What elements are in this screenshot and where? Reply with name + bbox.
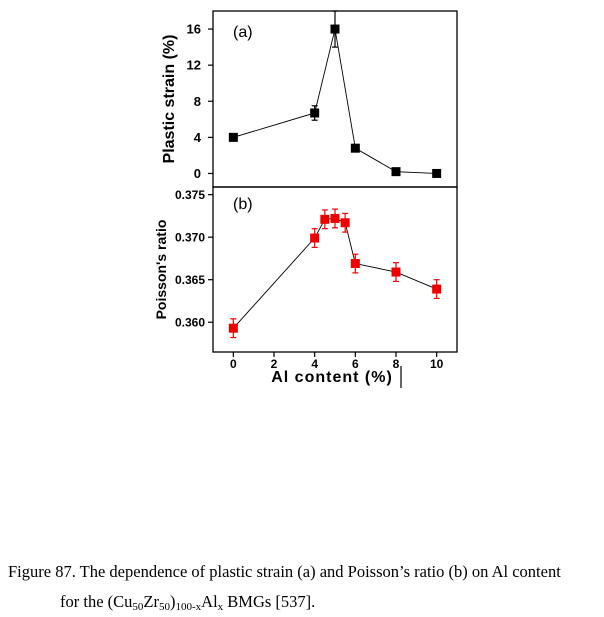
y-axis-label: Poisson's ratio xyxy=(153,220,169,320)
caption-text: BMGs [537]. xyxy=(223,592,316,611)
data-point xyxy=(391,167,401,177)
panel-label: (b) xyxy=(233,196,253,213)
data-point xyxy=(350,143,360,153)
series-line xyxy=(232,218,437,329)
caption-sub: 50 xyxy=(158,601,170,613)
caption-text: Al xyxy=(201,592,218,611)
y-axis-label: Plastic strain (%) xyxy=(161,35,178,164)
data-point xyxy=(310,108,320,118)
data-point xyxy=(228,132,238,142)
data-point xyxy=(228,323,238,333)
panel-label: (a) xyxy=(233,24,253,41)
caption-line-1: Figure 87. The dependence of plastic str… xyxy=(8,562,561,581)
data-point xyxy=(391,267,401,277)
y-tick-label: 0.360 xyxy=(175,316,205,330)
y-tick-label: 12 xyxy=(187,58,201,73)
y-tick-label: 0.365 xyxy=(175,273,205,287)
y-tick-label: 8 xyxy=(194,94,201,109)
caption-text: ) xyxy=(169,592,176,611)
x-axis-label: Al content (%) xyxy=(271,369,393,386)
y-tick-label: 0.370 xyxy=(175,231,205,245)
x-tick-label: 0 xyxy=(230,357,237,371)
caption-sub: 100-x xyxy=(175,601,202,613)
caption-line-2: for the (Cu50Zr50)100-xAlx BMGs [537]. xyxy=(60,592,316,613)
data-point xyxy=(320,214,330,224)
plot-frame xyxy=(212,186,458,353)
x-tick-label: 4 xyxy=(311,357,318,371)
caption-text: Zr xyxy=(143,592,159,611)
caption-sub: x xyxy=(217,601,224,613)
y-tick-label: 0.375 xyxy=(175,188,205,202)
data-point xyxy=(350,259,360,269)
data-point xyxy=(330,24,340,34)
x-tick-label: 8 xyxy=(393,357,400,371)
data-point xyxy=(330,213,340,223)
y-tick-label: 4 xyxy=(194,130,202,145)
data-point xyxy=(310,233,320,243)
caption-sub: 50 xyxy=(132,601,144,613)
x-tick-label: 2 xyxy=(271,357,278,371)
y-tick-label: 16 xyxy=(187,22,201,37)
data-point xyxy=(432,168,442,178)
data-point xyxy=(340,218,350,228)
panel-a: 0 4 8 12 16 Plastic strain (%) (a) xyxy=(161,10,458,188)
y-tick-label: 0 xyxy=(194,166,201,181)
caption-text: for the (Cu xyxy=(60,592,133,611)
series-line xyxy=(233,28,437,174)
x-tick-label: 10 xyxy=(430,357,444,371)
x-tick-label: 6 xyxy=(352,357,359,371)
panel-b: 0.360 0.365 0.370 0.375 0 2 4 6 8 10 Al content (%… xyxy=(153,186,458,388)
data-point xyxy=(432,284,442,294)
